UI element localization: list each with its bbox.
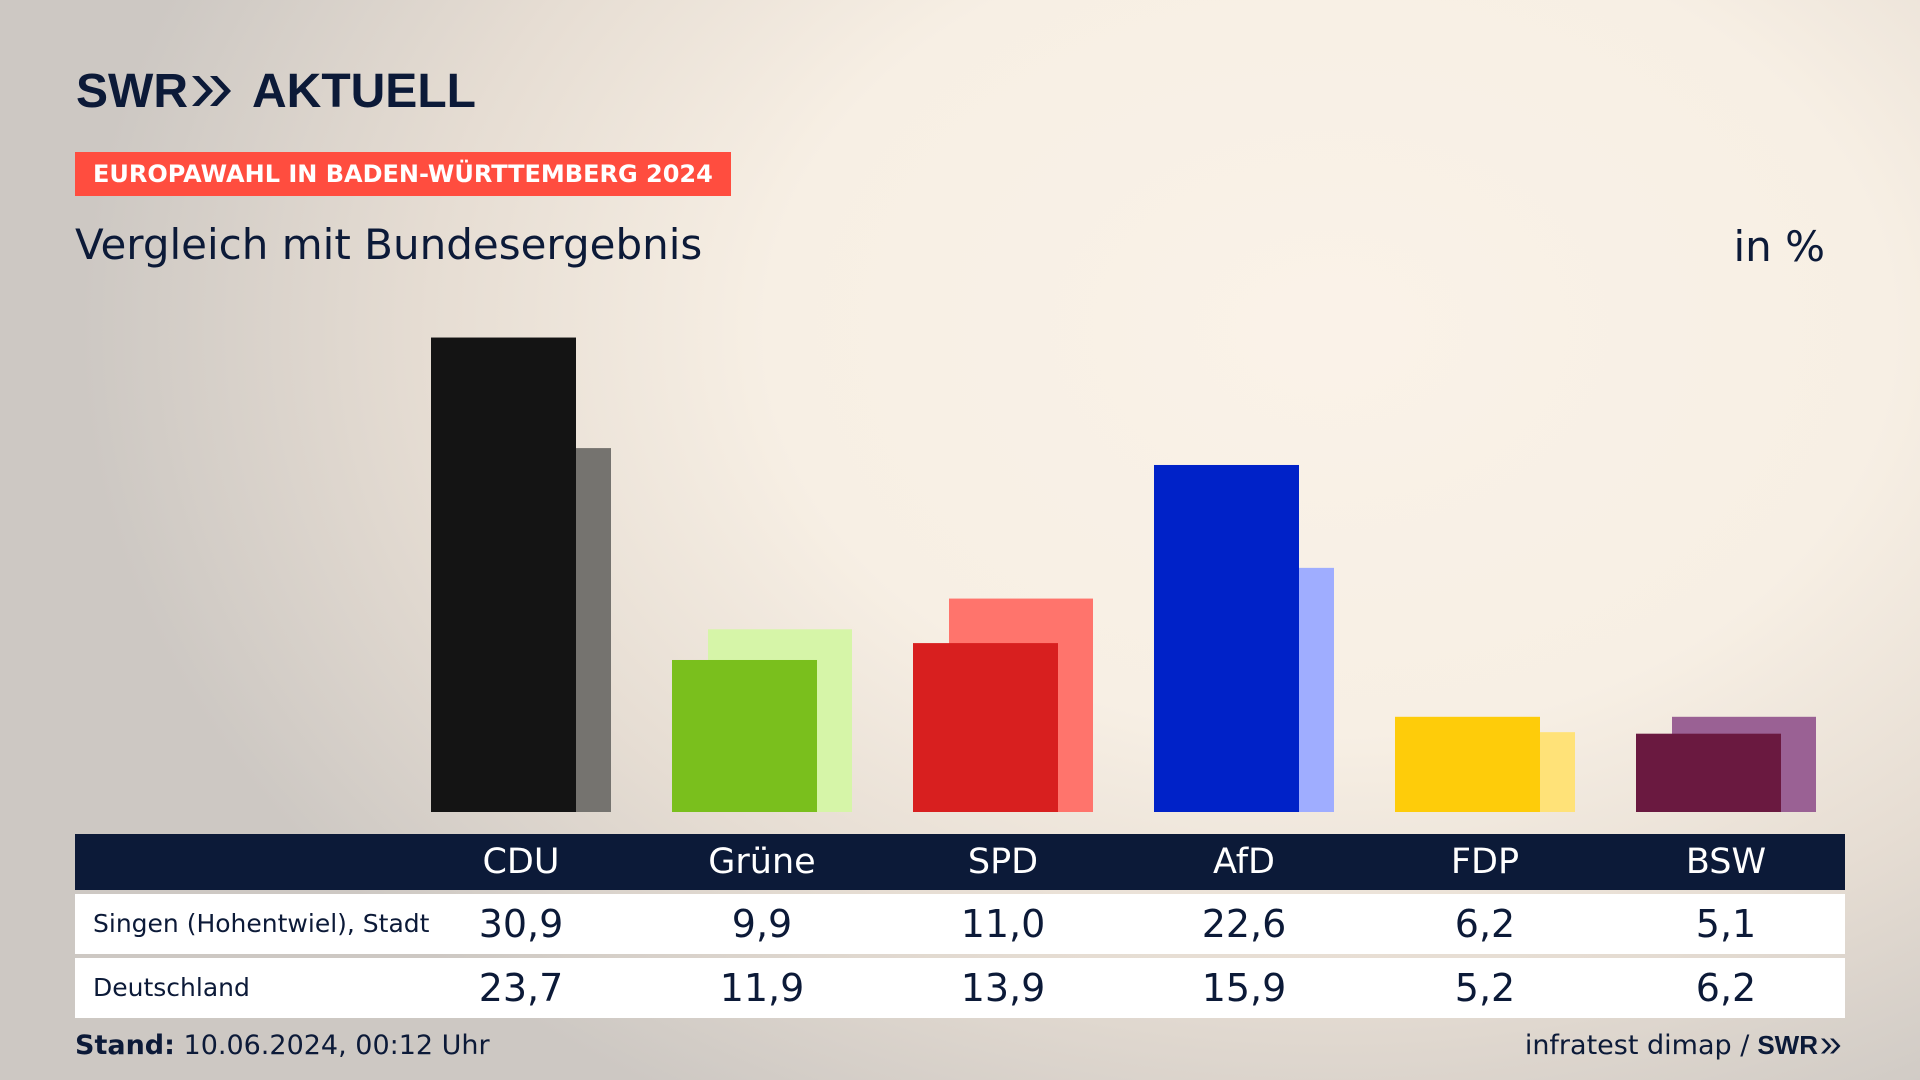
value-spd: 13,9 [960,966,1046,1010]
value-afd: 15,9 [1201,966,1287,1010]
timestamp: Stand: 10.06.2024, 00:12 Uhr [75,1030,490,1061]
bar-chart [431,337,1816,812]
election-badge: EUROPAWAHL IN BADEN-WÜRTTEMBERG 2024 [75,152,731,196]
stand-label: Stand: [75,1030,175,1061]
row-label: Singen (Hohentwiel), Stadt [93,909,430,938]
double-chevron-icon [1821,1038,1841,1053]
value-bsw: 6,2 [1695,966,1757,1010]
bar-singen-cdu [431,337,576,812]
bar-singen-spd [913,643,1058,812]
column-header-spd: SPD [967,842,1039,882]
source-credit: infratest dimap / SWR [1525,1030,1842,1061]
swr-aktuell-logo: SWR AKTUELL [76,64,476,118]
bar-singen-bsw [1636,733,1781,812]
table-header: CDU Grüne SPD AfD FDP BSW [75,834,1845,890]
double-chevron-icon [191,76,231,106]
value-gruene: 11,9 [719,966,805,1010]
value-cdu: 30,9 [478,902,564,946]
stand-value: 10.06.2024, 00:12 Uhr [183,1030,490,1061]
table-row: Singen (Hohentwiel), Stadt 30,9 9,9 11,0 22… [75,894,1845,954]
chart-subtitle: Vergleich mit Bundesergebnis [75,220,703,269]
value-fdp: 5,2 [1454,966,1516,1010]
value-bsw: 5,1 [1695,902,1757,946]
value-spd: 11,0 [960,902,1046,946]
value-fdp: 6,2 [1454,902,1516,946]
unit-label: in % [1733,222,1825,271]
results-table: CDU Grüne SPD AfD FDP BSW Singen (Hohentwiel)… [75,834,1845,1018]
value-cdu: 23,7 [478,966,564,1010]
bar-singen-afd [1154,464,1299,812]
source-text: infratest dimap / [1524,1030,1750,1061]
table-row: Deutschland 23,7 11,9 13,9 15,9 5,2 6,2 [75,958,1845,1018]
bar-singen-fdp [1395,716,1540,812]
small-logo-text: SWR [1757,1030,1818,1060]
swr-small-logo: SWR [1757,1030,1842,1061]
column-header-fdp: FDP [1450,842,1520,882]
logo-aktuell-text: AKTUELL [251,64,476,118]
value-afd: 22,6 [1201,902,1287,946]
column-header-cdu: CDU [482,842,560,882]
row-label: Deutschland [93,973,250,1002]
column-header-gruene: Grüne [708,842,816,882]
logo-swr-text: SWR [76,64,188,118]
bar-singen-gruene [672,659,817,812]
column-header-afd: AfD [1213,842,1275,882]
column-header-bsw: BSW [1685,842,1767,882]
value-gruene: 9,9 [731,902,793,946]
